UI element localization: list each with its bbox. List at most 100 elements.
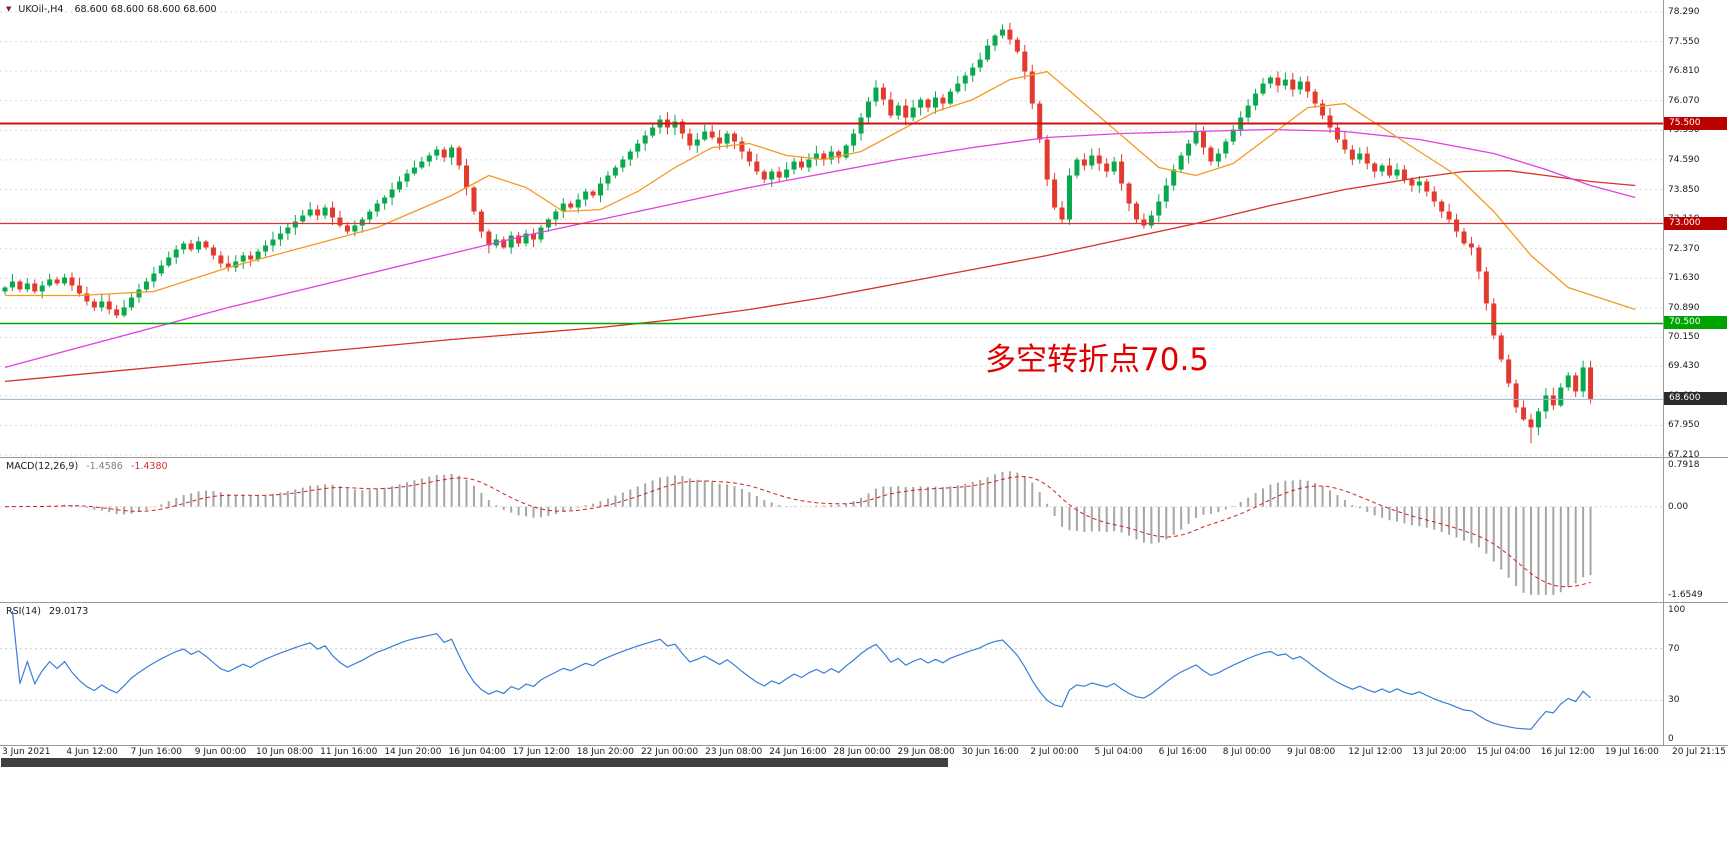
candle xyxy=(1357,147,1363,164)
time-axis-label: 9 Jun 00:00 xyxy=(194,747,247,757)
candle xyxy=(389,182,395,206)
macd-axis-label: 0.7918 xyxy=(1668,460,1700,471)
time-axis-label: 13 Jul 20:00 xyxy=(1412,747,1467,757)
horizontal-scrollbar-thumb[interactable] xyxy=(1,758,948,767)
macd-canvas[interactable] xyxy=(0,458,1728,602)
candle xyxy=(1446,203,1452,224)
candle xyxy=(47,273,53,288)
macd-signal-line xyxy=(4,476,1591,588)
symbol-marker-icon: ▼ xyxy=(6,5,12,13)
time-axis-label: 7 Jun 16:00 xyxy=(130,747,183,757)
candle xyxy=(784,162,790,180)
main-grid xyxy=(0,11,1663,456)
time-axis-label: 5 Jul 04:00 xyxy=(1094,747,1143,757)
time-axis-label: 2 Jul 00:00 xyxy=(1030,747,1079,757)
candle xyxy=(508,231,514,254)
candle xyxy=(300,210,306,225)
time-axis-label: 16 Jun 04:00 xyxy=(448,747,506,757)
candle xyxy=(1387,158,1393,178)
macd-axis-label: -1.6549 xyxy=(1668,589,1703,600)
candle xyxy=(1379,163,1385,177)
candle xyxy=(1498,332,1504,363)
candle xyxy=(1126,181,1132,212)
candle xyxy=(1483,266,1489,311)
candle xyxy=(1454,213,1460,238)
pane-divider[interactable] xyxy=(0,457,1728,458)
candle xyxy=(1573,372,1579,397)
candle xyxy=(69,272,75,291)
ma-slow-line xyxy=(4,170,1636,383)
candle xyxy=(1081,153,1087,171)
rsi-canvas[interactable] xyxy=(0,603,1728,745)
candle xyxy=(635,139,641,159)
price-axis-label: 67.210 xyxy=(1668,450,1700,460)
candle xyxy=(873,80,879,107)
candle xyxy=(136,283,142,303)
time-axis-label: 19 Jul 16:00 xyxy=(1604,747,1659,757)
candle xyxy=(181,241,187,254)
horizontal-scrollbar[interactable] xyxy=(0,758,1728,768)
time-axis-label: 6 Jul 16:00 xyxy=(1158,747,1207,757)
candle xyxy=(1334,123,1340,143)
candle xyxy=(821,150,827,166)
candle xyxy=(627,149,633,167)
candle xyxy=(419,156,425,170)
price-axis-label: 71.630 xyxy=(1668,273,1700,284)
rsi-indicator-label: RSI(14) 29.0173 xyxy=(6,606,93,617)
macd-histogram xyxy=(11,471,1592,595)
candle xyxy=(426,152,432,167)
candle xyxy=(24,278,30,293)
candle xyxy=(486,229,492,254)
time-axis-label: 30 Jun 16:00 xyxy=(961,747,1019,757)
candle xyxy=(1424,178,1430,197)
candle xyxy=(694,133,700,153)
candle xyxy=(1260,77,1266,96)
candle xyxy=(1029,64,1035,110)
candle xyxy=(1521,400,1527,422)
main-chart-canvas[interactable] xyxy=(0,0,1728,458)
candle xyxy=(709,125,715,140)
candle xyxy=(1506,354,1512,388)
time-axis-label: 12 Jul 12:00 xyxy=(1348,747,1403,757)
candle xyxy=(1468,236,1474,256)
candle xyxy=(568,200,574,210)
candle xyxy=(851,128,857,152)
pane-divider[interactable] xyxy=(0,602,1728,603)
candle xyxy=(1588,360,1594,404)
candle xyxy=(895,102,901,120)
candle xyxy=(1052,172,1058,211)
pane-divider xyxy=(0,745,1728,746)
price-axis-label: 69.430 xyxy=(1668,361,1700,372)
candle xyxy=(1312,88,1318,108)
time-axis-label: 4 Jun 12:00 xyxy=(66,747,118,757)
candle xyxy=(776,166,782,183)
price-axis[interactable] xyxy=(1663,0,1728,745)
macd-signal-value: -1.4380 xyxy=(130,461,168,472)
candle xyxy=(1535,408,1541,436)
candle xyxy=(143,277,149,293)
candle xyxy=(1156,194,1162,223)
candle xyxy=(441,146,447,163)
candle xyxy=(1305,75,1311,98)
time-axis-label: 24 Jun 16:00 xyxy=(769,747,827,757)
candle xyxy=(1089,148,1095,170)
candle xyxy=(940,94,946,111)
candle xyxy=(880,83,886,106)
candle xyxy=(918,97,924,116)
candle xyxy=(367,209,373,224)
candle xyxy=(501,236,507,250)
candle xyxy=(1133,201,1139,224)
candle xyxy=(225,255,231,272)
candle xyxy=(1096,147,1102,171)
time-axis[interactable]: 3 Jun 2021 4 Jun 12:00 7 Jun 16:00 9 Jun 00… xyxy=(0,747,1728,759)
candle xyxy=(337,210,343,228)
candle xyxy=(828,145,834,165)
macd-indicator-label: MACD(12,26,9) -1.4586 -1.4380 xyxy=(6,461,173,472)
candle xyxy=(1253,88,1259,111)
candle xyxy=(464,158,470,196)
candle xyxy=(739,136,745,160)
candle xyxy=(1461,227,1467,246)
candle xyxy=(620,156,626,172)
candle xyxy=(76,277,82,297)
candle xyxy=(263,240,269,257)
